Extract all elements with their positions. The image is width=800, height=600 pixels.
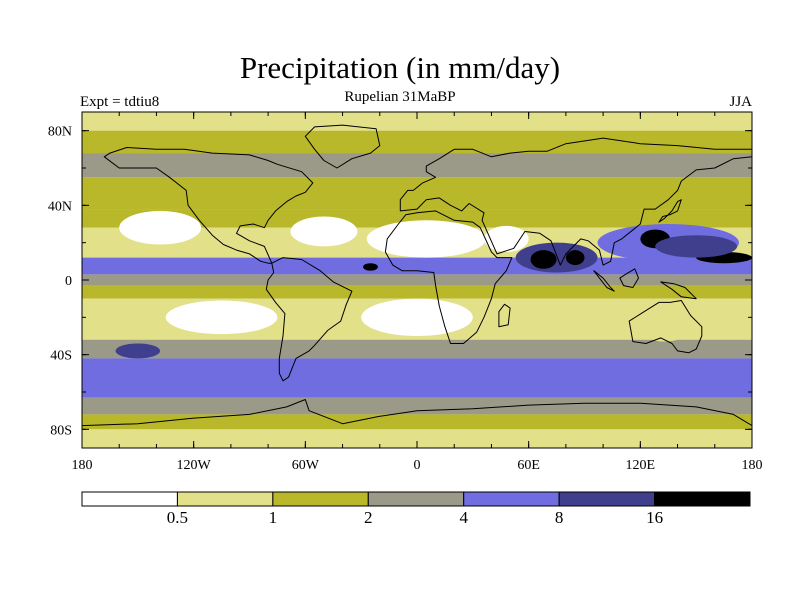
- precip-region-south-pacific-dry: [165, 300, 278, 335]
- precip-region-south-atlantic-africa-dry: [361, 298, 473, 337]
- colorbar-label: 0.5: [167, 508, 188, 527]
- precip-band-7: [82, 274, 752, 286]
- x-tick-label: 180: [742, 458, 763, 473]
- coastline-antarctica: [82, 399, 752, 427]
- precip-band-13: [82, 414, 752, 430]
- chart-subtitle: Rupelian 31MaBP: [344, 89, 456, 105]
- coastline-borneo: [619, 268, 639, 288]
- precip-band-8: [82, 285, 752, 299]
- precip-region-north-pacific-dry: [119, 210, 202, 245]
- colorbar-swatch: [367, 491, 465, 507]
- map-plot-area: [82, 112, 752, 448]
- coastline-japan: [658, 199, 682, 223]
- coastline-australia: [628, 300, 703, 354]
- y-tick-label: 40S: [50, 349, 72, 364]
- precip-band-2: [82, 153, 752, 178]
- colorbar-label: 4: [459, 508, 468, 527]
- x-tick-label: 60W: [292, 458, 320, 473]
- precip-region-atlantic-itcz-core: [363, 263, 378, 271]
- precip-band-14: [82, 429, 752, 448]
- y-tick-label: 40N: [48, 199, 72, 214]
- precip-region-west-pacific-deep: [655, 235, 738, 258]
- precip-region-north-atlantic-dry: [290, 216, 358, 247]
- colorbar-label: 1: [269, 508, 278, 527]
- precip-band-1: [82, 130, 752, 154]
- x-tick-label: 120E: [626, 458, 656, 473]
- experiment-label: Expt = tdtiu8: [80, 94, 160, 110]
- colorbar-swatch: [81, 491, 178, 507]
- precip-region-southern-ocean-dark: [115, 343, 161, 359]
- colorbar-label: 8: [555, 508, 564, 527]
- colorbar-swatch: [272, 491, 369, 507]
- colorbar-swatch: [654, 491, 751, 507]
- y-tick-label: 0: [65, 274, 72, 289]
- coastline-africa: [384, 210, 513, 344]
- colorbar-label: 2: [364, 508, 373, 527]
- precip-band-3: [82, 177, 752, 210]
- y-tick-label: 80N: [48, 125, 72, 140]
- precip-region-south-indian-dry: [506, 302, 589, 333]
- precip-region-sahara-dry: [366, 220, 486, 258]
- precip-band-0: [82, 112, 752, 131]
- coastline-indonesia-sumatra: [593, 270, 615, 292]
- coastline-north-america: [103, 147, 314, 264]
- coastline-madagascar: [498, 303, 511, 328]
- precip-band-4: [82, 209, 752, 228]
- precip-region-indian-monsoon-wet: [515, 242, 598, 273]
- colorbar: 0.5 1 2 4 8 16: [81, 491, 751, 527]
- coastline-greenland: [304, 124, 381, 169]
- coastline-new-guinea: [660, 281, 697, 300]
- chart-title: Precipitation (in mm/day): [239, 50, 561, 85]
- map-axes: 180 120W 60W 0 60E 120E 180 80N 40N 0 40S 80S: [48, 112, 763, 473]
- x-tick-label: 60E: [517, 458, 540, 473]
- colorbar-swatch: [558, 491, 656, 507]
- precip-band-11: [82, 358, 752, 398]
- coastline-south-america: [265, 257, 353, 382]
- colorbar-label: 16: [646, 508, 663, 527]
- season-label: JJA: [729, 94, 752, 110]
- precip-region-australia-dry: [638, 311, 691, 342]
- x-tick-label: 0: [414, 458, 421, 473]
- coastline-layer: [82, 124, 752, 427]
- precip-band-12: [82, 397, 752, 415]
- coastline-eurasia: [399, 137, 752, 266]
- precip-region-arabia-dry: [484, 225, 529, 252]
- colorbar-swatch: [463, 491, 560, 507]
- precip-band-10: [82, 339, 752, 359]
- colorbar-swatch: [176, 491, 274, 507]
- precip-region-bay-of-bengal-core: [565, 250, 585, 266]
- x-tick-label: 120W: [177, 458, 212, 473]
- x-tick-label: 180: [72, 458, 93, 473]
- y-tick-label: 80S: [50, 423, 72, 438]
- precip-region-indian-monsoon-core: [530, 250, 557, 269]
